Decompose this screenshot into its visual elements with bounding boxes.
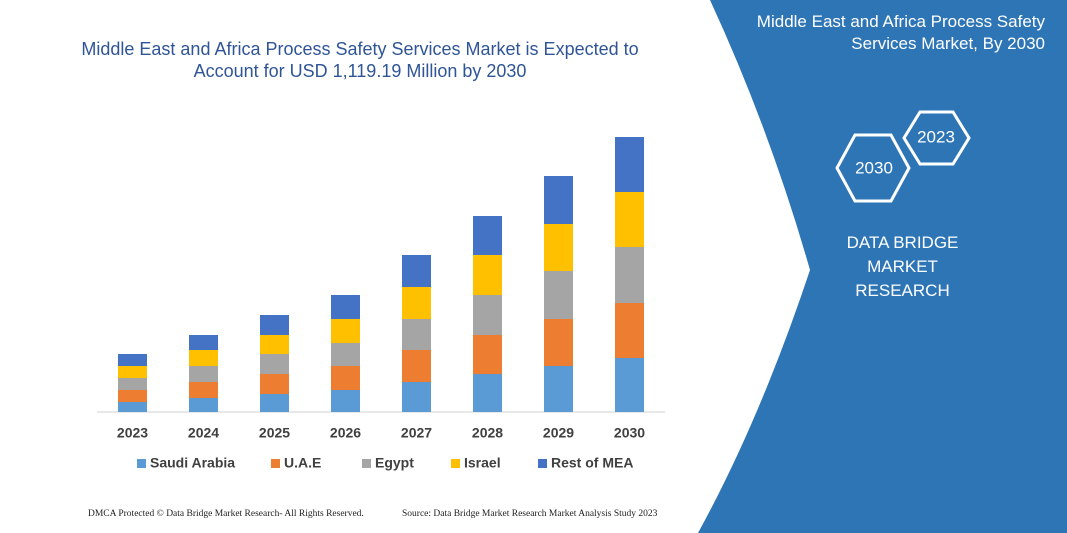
panel-title: Middle East and Africa Process Safety Se…	[756, 12, 1045, 53]
bar-segment	[544, 176, 573, 224]
hexagon	[902, 110, 971, 166]
x-tick-label: 2027	[401, 425, 432, 441]
bar-segment	[615, 247, 644, 303]
legend-label: Israel	[464, 455, 501, 471]
bar-segment	[331, 390, 360, 412]
x-tick-label: 2029	[543, 425, 574, 441]
bar-segment	[118, 366, 147, 378]
bar-segment	[402, 287, 431, 319]
bar-segment	[331, 366, 360, 390]
legend-label: Egypt	[375, 455, 414, 471]
bar-segment	[544, 319, 573, 366]
bar-segment	[118, 402, 147, 412]
bar-segment	[615, 137, 644, 192]
legend-swatch	[362, 459, 371, 468]
legend-label: Saudi Arabia	[150, 455, 235, 471]
bar-segment	[402, 350, 431, 382]
footer-source: Source: Data Bridge Market Research Mark…	[402, 509, 658, 519]
hexagon	[835, 133, 911, 203]
bar-segment	[189, 350, 218, 366]
bar-segment	[260, 354, 289, 374]
bar-segment	[331, 295, 360, 319]
bar-segment	[473, 374, 502, 412]
legend-swatch	[538, 459, 547, 468]
bar-segment	[260, 315, 289, 335]
x-tick-label: 2025	[259, 425, 290, 441]
bar-segment	[331, 319, 360, 343]
bar-segment	[331, 343, 360, 366]
bar-segment	[615, 358, 644, 412]
bar-segment	[260, 374, 289, 394]
legend-swatch	[271, 459, 280, 468]
x-tick-label: 2028	[472, 425, 503, 441]
hex-label: 2023	[917, 127, 955, 146]
bar-segment	[615, 303, 644, 358]
footer-note: DMCA Protected © Data Bridge Market Rese…	[88, 509, 364, 519]
legend-label: U.A.E	[284, 455, 321, 471]
bar-segment	[260, 335, 289, 354]
bar-segment	[189, 335, 218, 350]
brand: DATA BRIDGE MARKET RESEARCH	[846, 233, 959, 300]
bar-segment	[189, 398, 218, 412]
bar-segment	[615, 192, 644, 247]
bar-segment	[118, 354, 147, 366]
x-tick-label: 2023	[117, 425, 148, 441]
side-panel	[698, 0, 1067, 533]
bar-segment	[473, 295, 502, 335]
bar-segment	[402, 255, 431, 287]
hex-label: 2030	[855, 158, 893, 177]
bar-segment	[118, 390, 147, 402]
bar-segment	[189, 382, 218, 398]
bar-segment	[189, 366, 218, 382]
bar-segment	[260, 394, 289, 412]
bar-segment	[402, 382, 431, 412]
bar-segment	[473, 255, 502, 295]
legend-swatch	[451, 459, 460, 468]
bar-segment	[544, 224, 573, 271]
bar-segment	[544, 271, 573, 319]
x-tick-label: 2026	[330, 425, 361, 441]
x-tick-label: 2030	[614, 425, 645, 441]
bar-segment	[473, 216, 502, 255]
bar-segment	[118, 378, 147, 390]
bar-segment	[473, 335, 502, 374]
bar-segment	[544, 366, 573, 412]
x-tick-label: 2024	[188, 425, 219, 441]
legend-label: Rest of MEA	[551, 455, 633, 471]
legend-swatch	[137, 459, 146, 468]
bar-segment	[402, 319, 431, 350]
chart-title: Middle East and Africa Process Safety Se…	[81, 39, 639, 81]
